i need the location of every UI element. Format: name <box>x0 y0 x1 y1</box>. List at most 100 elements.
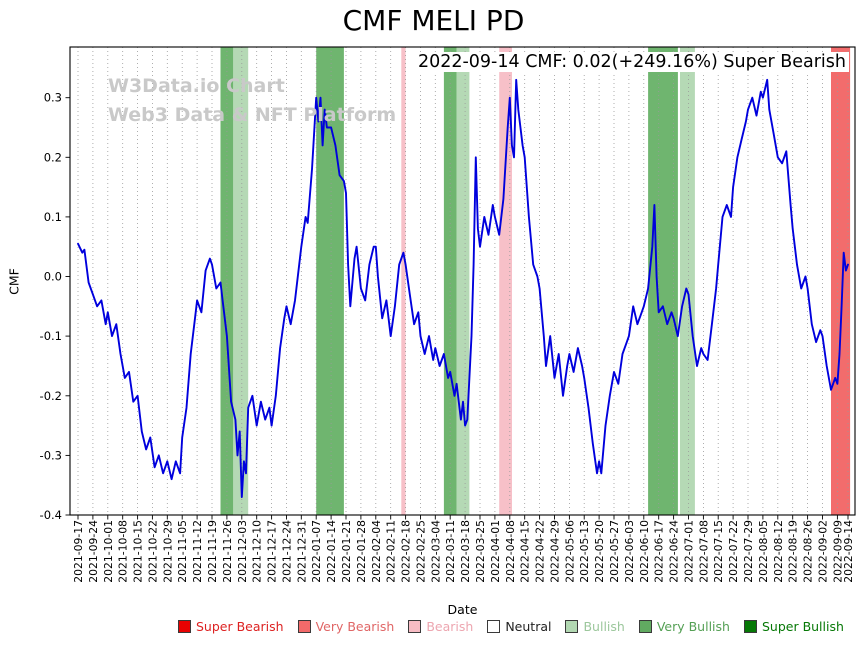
x-tick-label: 2021-12-24 <box>281 520 294 583</box>
legend-label-very-bullish: Very Bullish <box>656 619 730 634</box>
band-bullish <box>233 47 249 515</box>
x-tick-label: 2021-10-29 <box>161 520 174 583</box>
y-tick-label: -0.2 <box>40 389 62 403</box>
x-tick-label: 2021-11-19 <box>206 520 219 583</box>
y-tick-label: 0.1 <box>44 210 62 224</box>
legend-swatch-super-bearish <box>178 620 191 633</box>
x-tick-label: 2022-05-13 <box>578 520 591 583</box>
legend-item-super-bearish: Super Bearish <box>178 619 284 634</box>
x-tick-label: 2022-06-17 <box>653 520 666 583</box>
band-bullish <box>456 47 470 515</box>
y-tick-label: 0.0 <box>44 270 62 284</box>
legend-label-bullish: Bullish <box>583 619 625 634</box>
y-tick-label: -0.1 <box>40 329 62 343</box>
y-tick-label: 0.2 <box>44 150 62 164</box>
x-tick-label: 2021-10-01 <box>102 520 115 583</box>
y-tick-label: -0.4 <box>40 508 62 522</box>
x-tick-label: 2022-03-25 <box>474 520 487 583</box>
band-very-bearish <box>831 47 851 515</box>
x-tick-label: 2021-10-22 <box>146 520 159 583</box>
legend-item-neutral: Neutral <box>487 619 551 634</box>
legend-swatch-very-bearish <box>297 620 311 633</box>
x-tick-label: 2022-09-02 <box>817 520 830 583</box>
x-tick-label: 2022-07-15 <box>712 520 725 583</box>
x-tick-label: 2021-11-26 <box>221 520 234 583</box>
x-tick-label: 2022-02-18 <box>400 520 413 583</box>
x-tick-label: 2021-12-31 <box>295 520 308 583</box>
x-tick-label: 2021-10-08 <box>117 520 130 583</box>
legend-item-very-bearish: Very Bearish <box>297 619 395 634</box>
band-bearish <box>499 47 512 515</box>
x-tick-label: 2022-05-06 <box>563 520 576 583</box>
legend-item-bearish: Bearish <box>408 619 473 634</box>
band-very-bullish <box>316 47 344 515</box>
x-tick-label: 2022-01-28 <box>355 520 368 583</box>
x-tick-label: 2021-09-17 <box>72 520 85 583</box>
y-axis-label: CMF <box>6 268 22 295</box>
x-tick-label: 2021-12-10 <box>251 520 264 583</box>
band-bearish <box>401 47 406 515</box>
x-tick-label: 2022-07-22 <box>727 520 740 583</box>
x-tick-label: 2021-11-12 <box>191 520 204 583</box>
legend-label-very-bearish: Very Bearish <box>315 619 395 634</box>
x-tick-label: 2022-05-20 <box>593 520 606 583</box>
band-very-bullish <box>220 47 234 515</box>
chart-title: CMF MELI PD <box>342 4 525 37</box>
x-tick-label: 2022-02-11 <box>385 520 398 583</box>
legend-item-bullish: Bullish <box>565 619 625 634</box>
x-tick-label: 2022-04-29 <box>549 520 562 583</box>
x-tick-label: 2022-02-25 <box>415 520 428 583</box>
legend-swatch-bearish <box>408 620 422 633</box>
x-tick-label: 2021-09-24 <box>87 520 100 583</box>
x-tick-label: 2022-01-07 <box>310 520 323 583</box>
x-tick-label: 2022-07-08 <box>697 520 710 583</box>
x-tick-label: 2022-09-09 <box>831 520 844 583</box>
x-tick-label: 2021-11-05 <box>176 520 189 583</box>
x-tick-label: 2021-10-15 <box>132 520 145 583</box>
legend: Super Bearish Very Bearish Bearish Neutral B… <box>178 619 863 634</box>
x-tick-label: 2022-06-10 <box>638 520 651 583</box>
x-tick-label: 2022-03-18 <box>459 520 472 583</box>
x-tick-label: 2022-07-29 <box>742 520 755 583</box>
x-tick-label: 2022-09-14 <box>842 520 855 583</box>
x-tick-label: 2022-07-01 <box>683 520 696 583</box>
x-tick-label: 2022-08-05 <box>757 520 770 583</box>
x-tick-label: 2022-04-08 <box>504 520 517 583</box>
x-axis-label: Date <box>447 602 478 617</box>
y-tick-label: -0.3 <box>40 448 62 462</box>
band-very-bullish <box>443 47 457 515</box>
legend-swatch-very-bullish <box>638 620 652 633</box>
plot-border <box>69 46 856 516</box>
legend-swatch-super-bullish <box>743 620 757 633</box>
x-tick-label: 2022-06-24 <box>668 520 681 583</box>
legend-item-very-bullish: Very Bullish <box>638 619 730 634</box>
latest-value-annotation: 2022-09-14 CMF: 0.02(+249.16%) Super Bea… <box>414 52 849 72</box>
x-tick-label: 2021-12-03 <box>236 520 249 583</box>
y-tick-label: 0.3 <box>44 91 62 105</box>
x-tick-label: 2022-02-04 <box>370 520 383 583</box>
x-tick-label: 2022-04-15 <box>519 520 532 583</box>
legend-label-bearish: Bearish <box>426 619 474 634</box>
legend-label-super-bearish: Super Bearish <box>196 619 284 634</box>
legend-label-super-bullish: Super Bullish <box>761 619 844 634</box>
band-very-bullish <box>648 47 678 515</box>
x-tick-label: 2021-12-17 <box>266 520 279 583</box>
legend-item-super-bullish: Super Bullish <box>743 619 844 634</box>
x-tick-label: 2022-01-21 <box>340 520 353 583</box>
x-tick-label: 2022-03-11 <box>444 520 457 583</box>
band-bullish <box>680 47 695 515</box>
legend-label-neutral: Neutral <box>505 619 552 634</box>
x-tick-label: 2022-08-26 <box>802 520 815 583</box>
x-tick-label: 2022-08-12 <box>772 520 785 583</box>
legend-swatch-neutral <box>487 620 501 633</box>
x-tick-label: 2022-05-27 <box>608 520 621 583</box>
x-tick-label: 2022-03-04 <box>429 520 442 583</box>
x-tick-label: 2022-01-14 <box>325 520 338 583</box>
x-tick-label: 2022-04-22 <box>534 520 547 583</box>
x-tick-label: 2022-06-03 <box>623 520 636 583</box>
legend-swatch-bullish <box>565 620 579 633</box>
x-tick-label: 2022-08-19 <box>787 520 800 583</box>
x-tick-label: 2022-04-01 <box>489 520 502 583</box>
